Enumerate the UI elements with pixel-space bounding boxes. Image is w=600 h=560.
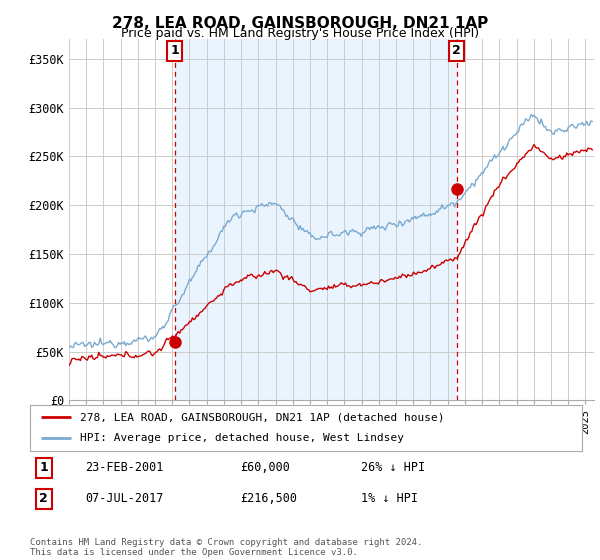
Bar [175, 39, 457, 400]
Text: 2: 2 [452, 44, 461, 58]
Text: 1% ↓ HPI: 1% ↓ HPI [361, 492, 418, 505]
Text: 278, LEA ROAD, GAINSBOROUGH, DN21 1AP (detached house): 278, LEA ROAD, GAINSBOROUGH, DN21 1AP (d… [80, 412, 444, 422]
Text: 2: 2 [40, 492, 48, 505]
Text: HPI: Average price, detached house, West Lindsey: HPI: Average price, detached house, West… [80, 433, 404, 444]
Text: 1: 1 [170, 44, 179, 58]
Text: Contains HM Land Registry data © Crown copyright and database right 2024.
This d: Contains HM Land Registry data © Crown c… [30, 538, 422, 557]
Text: Price paid vs. HM Land Registry's House Price Index (HPI): Price paid vs. HM Land Registry's House … [121, 27, 479, 40]
Text: 278, LEA ROAD, GAINSBOROUGH, DN21 1AP: 278, LEA ROAD, GAINSBOROUGH, DN21 1AP [112, 16, 488, 31]
Text: £60,000: £60,000 [240, 461, 290, 474]
Text: 23-FEB-2001: 23-FEB-2001 [85, 461, 164, 474]
Text: 26% ↓ HPI: 26% ↓ HPI [361, 461, 425, 474]
Text: £216,500: £216,500 [240, 492, 297, 505]
Text: 07-JUL-2017: 07-JUL-2017 [85, 492, 164, 505]
Text: 1: 1 [40, 461, 48, 474]
